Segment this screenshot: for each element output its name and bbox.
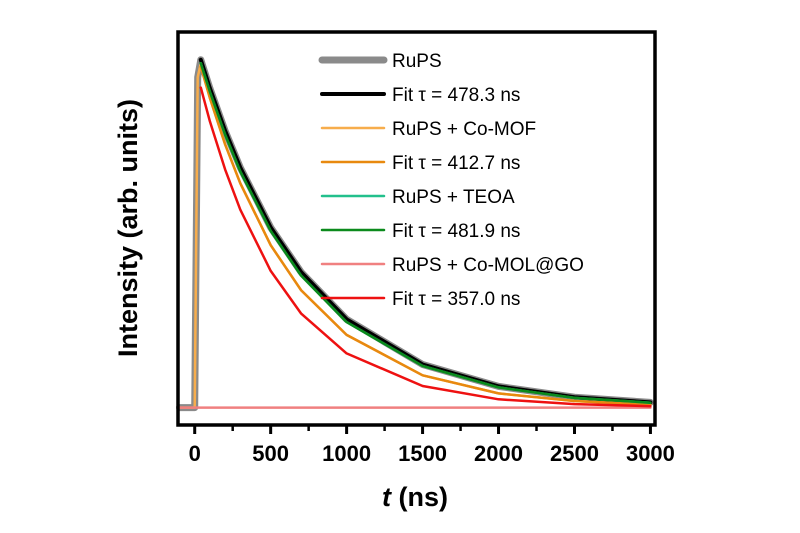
legend-item: RuPS (318, 51, 442, 72)
series-line-7 (199, 86, 652, 408)
legend-item: RuPS + TEOA (320, 187, 515, 208)
legend-label: Fit τ = 412.7 ns (392, 153, 520, 174)
x-tick-label: 1500 (398, 441, 447, 466)
x-tick-label: 500 (252, 441, 289, 466)
legend-item: RuPS + Co-MOL@GO (320, 255, 584, 276)
legend-item: RuPS + Co-MOF (320, 119, 536, 140)
x-tick-label: 2500 (550, 441, 599, 466)
legend-item: Fit τ = 478.3 ns (320, 85, 520, 106)
legend-label: RuPS (392, 51, 442, 72)
legend-label: RuPS + TEOA (392, 187, 515, 208)
legend-label: RuPS + Co-MOF (392, 119, 536, 140)
x-ticks: 0 500 1000 1500 2000 2500 3000 (189, 425, 675, 466)
legend-item: Fit τ = 481.9 ns (320, 221, 520, 242)
legend-item: Fit τ = 357.0 ns (320, 289, 520, 310)
x-tick-label: 1000 (322, 441, 371, 466)
legend: RuPS Fit τ = 478.3 ns RuPS + Co-MOF Fit τ =… (318, 51, 584, 310)
x-axis-label-italic: t (382, 482, 392, 512)
legend-label: Fit τ = 481.9 ns (392, 221, 520, 242)
x-axis-label-unit: (ns) (391, 482, 448, 512)
legend-label: Fit τ = 478.3 ns (392, 85, 520, 106)
x-tick-label: 3000 (626, 441, 675, 466)
x-tick-label: 0 (189, 441, 201, 466)
plot-frame (176, 30, 657, 427)
legend-label: RuPS + Co-MOL@GO (392, 255, 584, 276)
series-line-5 (199, 62, 652, 404)
series-line-3 (199, 65, 652, 407)
x-axis-label: t (ns) (382, 482, 448, 512)
x-tick-label: 2000 (474, 441, 523, 466)
legend-label: Fit τ = 357.0 ns (392, 289, 520, 310)
legend-item: Fit τ = 412.7 ns (320, 153, 520, 174)
y-axis-label: Intensity (arb. units) (113, 99, 143, 357)
series-layer (176, 56, 654, 412)
